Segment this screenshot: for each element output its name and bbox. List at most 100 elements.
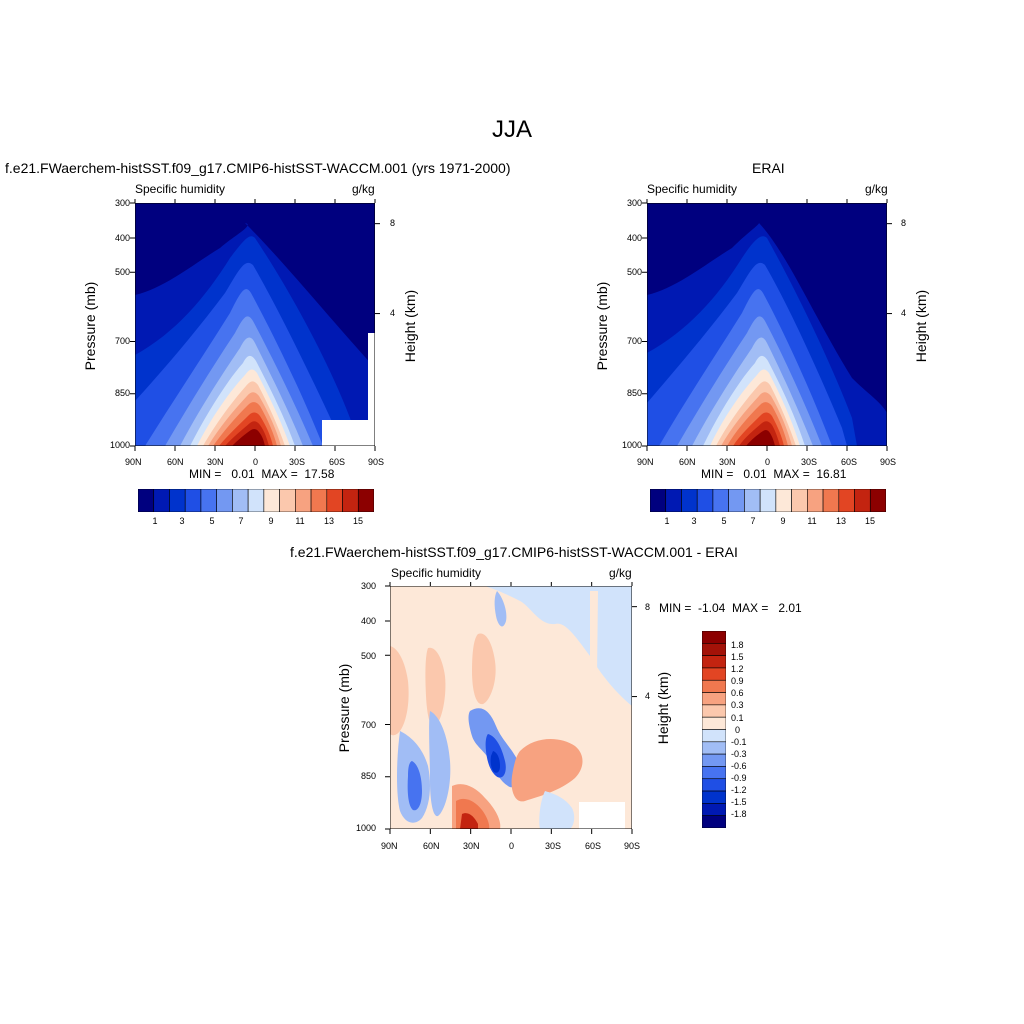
diff-xtick-90s: 90S bbox=[624, 841, 641, 851]
model-ylabel: Pressure (mb) bbox=[82, 281, 98, 371]
model-colorbar-swatch-3 bbox=[184, 489, 202, 512]
obs-cbar-label-5: 5 bbox=[721, 516, 727, 526]
model-cbar-label-1: 1 bbox=[152, 516, 158, 526]
obs-xtick-30s: 30S bbox=[801, 457, 818, 467]
diff-cbar-label-neg0.1: -0.1 bbox=[731, 737, 747, 747]
diff-xtick-30s: 30S bbox=[545, 841, 562, 851]
model-colorbar-swatch-4 bbox=[200, 489, 217, 512]
diff-colorbar-swatch-9 bbox=[702, 741, 726, 755]
diff-ylabel: Pressure (mb) bbox=[336, 663, 352, 753]
model-ytick-1000: 1000 bbox=[109, 440, 130, 450]
model-cbar-label-9: 9 bbox=[268, 516, 274, 526]
diff-xtick-60n: 60N bbox=[423, 841, 440, 851]
obs-colorbar-swatch-13 bbox=[854, 489, 871, 512]
diff-ytick-500: 500 bbox=[360, 651, 376, 661]
obs-height-tick-8: 8 bbox=[901, 218, 907, 228]
diff-panel-title: f.e21.FWaerchem-histSST.f09_g17.CMIP6-hi… bbox=[290, 544, 738, 560]
model-colorbar-swatch-9 bbox=[279, 489, 296, 512]
diff-contour-plot bbox=[390, 586, 632, 829]
model-colorbar-swatch-13 bbox=[342, 489, 359, 512]
diff-ytick-300: 300 bbox=[360, 581, 376, 591]
model-ytick-850: 850 bbox=[114, 388, 130, 398]
obs-xtick-60s: 60S bbox=[841, 457, 858, 467]
diff-cbar-label-neg0.9: -0.9 bbox=[731, 773, 747, 783]
model-y2label: Height (km) bbox=[402, 289, 418, 363]
obs-colorbar-swatch-4 bbox=[712, 489, 729, 512]
obs-height-tick-4: 4 bbox=[901, 308, 907, 318]
obs-colorbar bbox=[650, 489, 886, 512]
model-stats: MIN = 0.01 MAX = 17.58 bbox=[189, 467, 335, 481]
diff-stats: MIN = -1.04 MAX = 2.01 bbox=[659, 601, 802, 615]
diff-colorbar-swatch-7 bbox=[702, 716, 726, 730]
diff-cbar-label-neg1.2: -1.2 bbox=[731, 785, 747, 795]
obs-colorbar-swatch-11 bbox=[822, 489, 840, 512]
diff-colorbar-swatch-2 bbox=[702, 655, 726, 669]
obs-colorbar-swatch-0 bbox=[650, 489, 667, 512]
obs-colorbar-swatch-1 bbox=[665, 489, 682, 512]
model-panel-title: f.e21.FWaerchem-histSST.f09_g17.CMIP6-hi… bbox=[5, 160, 511, 176]
diff-cbar-label-1.2: 1.2 bbox=[731, 664, 744, 674]
model-colorbar-swatch-10 bbox=[295, 489, 312, 512]
diff-colorbar-swatch-15 bbox=[702, 815, 726, 828]
model-height-tick-4: 4 bbox=[390, 308, 396, 318]
model-colorbar bbox=[138, 489, 374, 512]
model-cbar-label-5: 5 bbox=[209, 516, 215, 526]
diff-colorbar-swatch-14 bbox=[702, 803, 726, 816]
obs-cbar-label-13: 13 bbox=[835, 516, 846, 526]
diff-ytick-850: 850 bbox=[360, 771, 376, 781]
diff-ytick-1000: 1000 bbox=[355, 823, 376, 833]
diff-xtick-30n: 30N bbox=[463, 841, 480, 851]
obs-cbar-label-3: 3 bbox=[691, 516, 697, 526]
diff-ytick-700: 700 bbox=[360, 720, 376, 730]
obs-xtick-90n: 90N bbox=[637, 457, 654, 467]
obs-stats: MIN = 0.01 MAX = 16.81 bbox=[701, 467, 847, 481]
model-xtick-30n: 30N bbox=[207, 457, 224, 467]
obs-colorbar-swatch-6 bbox=[744, 489, 761, 512]
diff-colorbar-swatch-5 bbox=[702, 692, 726, 706]
model-cbar-label-3: 3 bbox=[179, 516, 185, 526]
diff-cbar-label-0: 0 bbox=[735, 725, 741, 735]
obs-cbar-label-15: 15 bbox=[864, 516, 875, 526]
obs-ytick-500: 500 bbox=[626, 267, 642, 277]
diff-cbar-label-neg1.5: -1.5 bbox=[731, 797, 747, 807]
diff-neg-left-core bbox=[407, 761, 422, 811]
model-xtick-90s: 90S bbox=[368, 457, 385, 467]
obs-colorbar-swatch-12 bbox=[838, 489, 855, 512]
diff-cbar-label-neg1.8: -1.8 bbox=[731, 809, 747, 819]
obs-cbar-label-9: 9 bbox=[780, 516, 786, 526]
obs-ytick-300: 300 bbox=[626, 198, 642, 208]
diff-colorbar-swatch-12 bbox=[702, 778, 726, 792]
obs-xtick-60n: 60N bbox=[679, 457, 696, 467]
page-title: JJA bbox=[491, 116, 532, 143]
obs-ytick-700: 700 bbox=[626, 336, 642, 346]
model-cbar-label-13: 13 bbox=[323, 516, 334, 526]
model-xtick-30s: 30S bbox=[289, 457, 306, 467]
obs-cbar-label-11: 11 bbox=[807, 516, 817, 526]
model-cbar-label-15: 15 bbox=[352, 516, 363, 526]
obs-ylabel: Pressure (mb) bbox=[594, 281, 610, 371]
model-xtick-0: 0 bbox=[253, 457, 259, 467]
diff-cbar-label-0.6: 0.6 bbox=[731, 688, 744, 698]
obs-ytick-400: 400 bbox=[626, 233, 642, 243]
diff-cbar-label-0.1: 0.1 bbox=[731, 713, 744, 723]
diff-neg-center-peak bbox=[490, 751, 500, 773]
model-level-15 bbox=[232, 428, 265, 446]
model-units-label: g/kg bbox=[352, 182, 375, 196]
obs-panel-title: ERAI bbox=[752, 160, 785, 176]
obs-colorbar-swatch-14 bbox=[869, 489, 886, 512]
model-colorbar-swatch-6 bbox=[232, 489, 249, 512]
model-colorbar-swatch-7 bbox=[247, 489, 265, 512]
model-colorbar-swatch-11 bbox=[310, 489, 328, 512]
obs-colorbar-swatch-3 bbox=[696, 489, 714, 512]
diff-missing-region bbox=[579, 802, 625, 829]
diff-neg-top-center bbox=[494, 591, 507, 627]
model-missing-region bbox=[322, 333, 375, 446]
obs-y2label: Height (km) bbox=[913, 289, 929, 363]
model-variable-label: Specific humidity bbox=[135, 182, 226, 196]
diff-pos-center bbox=[472, 633, 496, 705]
obs-xtick-0: 0 bbox=[765, 457, 771, 467]
model-ytick-300: 300 bbox=[114, 198, 130, 208]
model-xtick-90n: 90N bbox=[125, 457, 142, 467]
diff-pos-mid-left bbox=[425, 647, 446, 727]
diff-height-tick-8: 8 bbox=[645, 602, 651, 612]
